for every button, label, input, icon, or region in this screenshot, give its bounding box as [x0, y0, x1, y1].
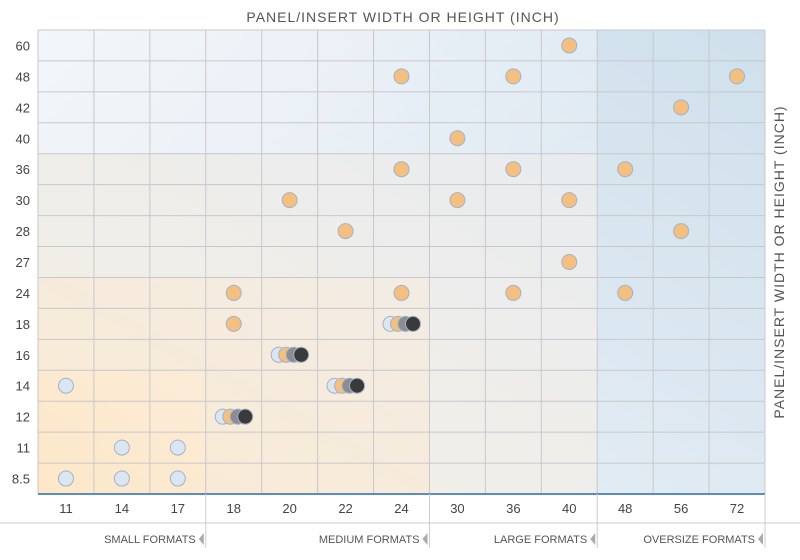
data-point-orange [673, 99, 690, 116]
y-tick-label: 11 [17, 441, 31, 456]
y-tick-label: 12 [16, 410, 30, 425]
data-point-orange [281, 192, 298, 209]
x-tick-label: 11 [59, 501, 73, 516]
y-tick-label: 28 [16, 224, 30, 239]
data-point-light [169, 439, 186, 456]
data-point-cluster [405, 315, 421, 332]
format-label: SMALL FORMATS [104, 534, 196, 546]
y-tick-label: 40 [16, 131, 30, 146]
data-point-orange [617, 161, 634, 178]
data-point-orange [449, 130, 466, 147]
data-point-orange [729, 68, 746, 85]
data-point-orange [505, 161, 522, 178]
data-point-orange [225, 284, 242, 301]
x-tick-label: 48 [618, 501, 632, 516]
caret-left-icon [590, 533, 596, 545]
data-point-light [169, 470, 186, 487]
data-point-cluster [237, 408, 254, 425]
format-label: OVERSIZE FORMATS [643, 534, 755, 546]
data-point-orange [617, 284, 634, 301]
y-tick-label: 42 [16, 100, 30, 115]
x-tick-label: 72 [730, 501, 744, 516]
x-tick-label: 18 [226, 501, 240, 516]
y-tick-label: 18 [16, 317, 30, 332]
y-tick-label: 27 [16, 255, 30, 270]
data-point-orange [393, 284, 410, 301]
x-tick-label: 56 [674, 501, 688, 516]
y-tick-label: 14 [16, 379, 30, 394]
data-point-orange [505, 68, 522, 85]
caret-left-icon [198, 533, 204, 545]
y-tick-label: 48 [16, 69, 30, 84]
data-point-orange [393, 68, 410, 85]
data-point-orange [561, 254, 578, 270]
data-point-cluster [349, 377, 366, 394]
x-tick-label: 24 [394, 501, 408, 516]
y-tick-label: 16 [16, 348, 30, 363]
data-point-light [113, 470, 130, 487]
y-tick-label: 24 [16, 286, 30, 301]
format-label: LARGE FORMATS [494, 534, 587, 546]
data-point-orange [225, 315, 242, 332]
y-axis-label: PANEL/INSERT WIDTH OR HEIGHT (INCH) [771, 105, 787, 418]
data-point-orange [673, 223, 690, 240]
x-tick-label: 40 [562, 501, 576, 516]
data-point-light [113, 439, 130, 456]
data-point-orange [337, 223, 354, 240]
data-point-cluster [293, 346, 310, 363]
data-point-light [57, 470, 74, 487]
data-point-orange [505, 284, 522, 301]
data-point-orange [561, 37, 578, 54]
x-tick-label: 30 [450, 501, 464, 516]
data-point-orange [449, 192, 466, 209]
y-tick-label: 60 [16, 38, 30, 53]
caret-left-icon [758, 533, 763, 545]
y-tick-label: 36 [16, 162, 30, 177]
x-tick-label: 22 [338, 501, 352, 516]
data-point-orange [561, 192, 578, 209]
x-tick-label: 17 [171, 501, 185, 516]
y-tick-label: 30 [16, 193, 30, 208]
x-tick-label: 14 [115, 501, 129, 516]
format-label: MEDIUM FORMATS [319, 534, 420, 546]
x-tick-label: 36 [506, 501, 520, 516]
x-tick-label: 20 [282, 501, 296, 516]
chart-title: PANEL/INSERT WIDTH OR HEIGHT (INCH) [246, 9, 559, 25]
data-point-light [57, 377, 74, 394]
caret-left-icon [422, 533, 428, 545]
data-point-orange [393, 161, 410, 178]
y-tick-label: 8.5 [12, 472, 30, 487]
